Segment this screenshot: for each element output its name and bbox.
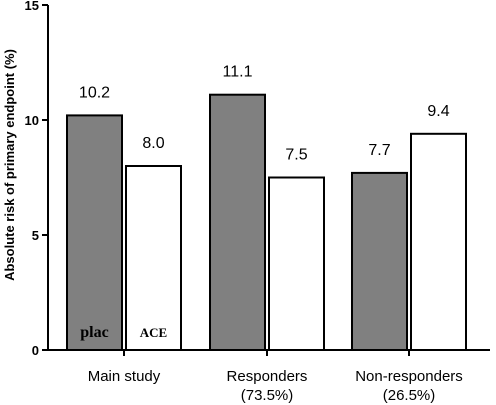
x-tick-sublabel: (26.5%) — [383, 387, 436, 404]
data-label: 7.7 — [368, 142, 390, 159]
y-axis-label: Absolute risk of primary endpoint (%) — [2, 49, 17, 281]
y-tick-label: 10 — [25, 113, 39, 128]
x-axis: Main study Responders (73.5%) Non-responder… — [48, 349, 490, 404]
data-label: 7.5 — [285, 147, 307, 164]
x-tick-sublabel: (73.5%) — [241, 387, 294, 404]
data-label: 11.1 — [223, 64, 253, 81]
y-axis: 0 5 10 15 — [25, 0, 49, 358]
data-label: 9.4 — [427, 103, 449, 120]
bar-plac-0 — [66, 114, 123, 352]
data-label: 10.2 — [79, 84, 110, 101]
data-label: 8.0 — [142, 135, 164, 152]
series-label-plac: plac — [80, 324, 108, 341]
y-tick-label: 5 — [32, 228, 39, 243]
x-tick-label: Non-responders — [355, 368, 463, 385]
bar-plac-2 — [351, 171, 408, 351]
bar-ace-2 — [410, 132, 467, 351]
series-label-ace: ACE — [140, 325, 167, 340]
bars: 10.2 plac 8.0 ACE 11.1 7.5 7.7 9.4 — [66, 64, 467, 352]
y-tick-label: 0 — [32, 343, 39, 358]
bar-plac-1 — [209, 93, 266, 351]
bar-ace-1 — [268, 176, 325, 351]
x-tick-label: Main study — [88, 368, 161, 385]
bar-ace-0 — [125, 165, 182, 351]
y-tick-label: 15 — [25, 0, 39, 13]
x-tick-label: Responders — [227, 368, 308, 385]
